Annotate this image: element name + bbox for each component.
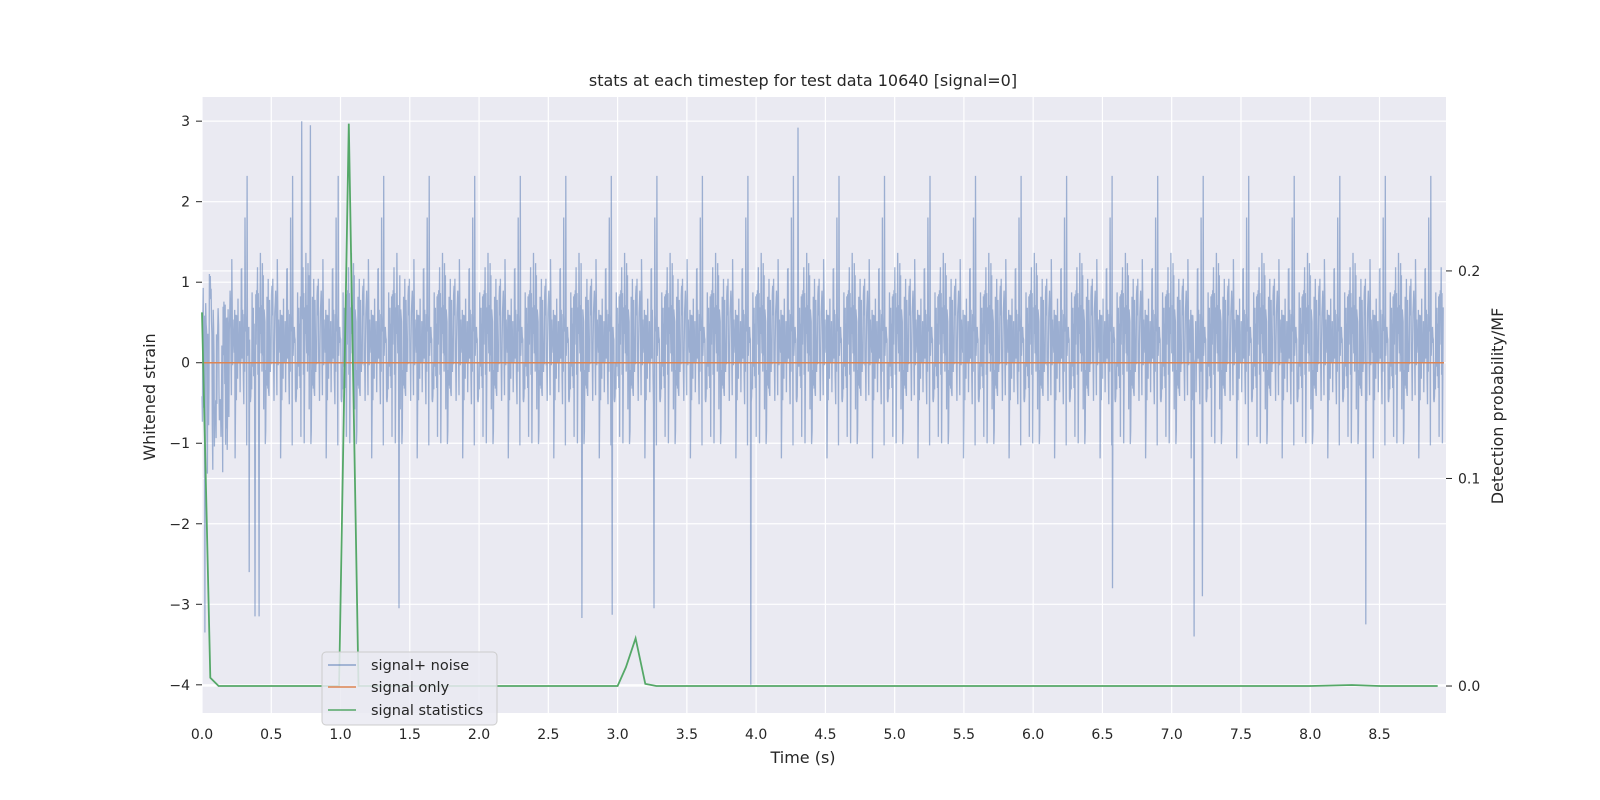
x-tick-label: 7.0 xyxy=(1161,727,1183,743)
y-axis-ticks: 3 2 1 0 −1 −2 −3 −4 xyxy=(169,114,202,694)
x-tick-label: 5.5 xyxy=(953,727,975,743)
y-tick-label: −2 xyxy=(169,517,190,533)
series-signal-statistics-line xyxy=(201,123,1438,687)
y2-tick-label: 0.0 xyxy=(1458,679,1480,695)
y-tick-label: −3 xyxy=(169,597,190,613)
legend-label-signal-only: signal only xyxy=(371,680,450,696)
x-tick-label: 8.5 xyxy=(1368,727,1390,743)
x-tick-label: 7.5 xyxy=(1230,727,1252,743)
y2-axis-label: Detection probability/MF xyxy=(1488,308,1507,505)
legend-label-signal-statistics: signal statistics xyxy=(371,703,483,719)
y-tick-label: 0 xyxy=(181,356,190,372)
x-axis-ticks: 0.0 0.5 1.0 1.5 2.0 2.5 3.0 3.5 4.0 4.5 5.0 5.5 6.0 6… xyxy=(191,727,1391,743)
x-tick-label: 2.0 xyxy=(468,727,490,743)
x-tick-label: 4.0 xyxy=(745,727,767,743)
y-axis-label: Whitened strain xyxy=(140,333,159,460)
x-axis-label: Time (s) xyxy=(769,748,835,767)
legend-box xyxy=(321,651,498,726)
x-tick-label: 6.0 xyxy=(1022,727,1044,743)
x-tick-label: 3.0 xyxy=(606,727,628,743)
x-tick-label: 8.0 xyxy=(1299,727,1321,743)
y-tick-label: 3 xyxy=(181,114,190,130)
series-signal-noise-line xyxy=(201,121,1444,685)
x-tick-label: 6.5 xyxy=(1091,727,1113,743)
x-tick-label: 1.0 xyxy=(329,727,351,743)
plot-area xyxy=(202,97,1446,713)
chart-title: stats at each timestep for test data 106… xyxy=(589,71,1017,90)
x-tick-label: 0.5 xyxy=(260,727,282,743)
x-tick-label: 5.0 xyxy=(884,727,906,743)
legend: signal+ noise signal only signal statist… xyxy=(321,651,498,726)
x-tick-label: 0.0 xyxy=(191,727,213,743)
y-tick-label: 2 xyxy=(181,195,190,211)
y2-axis-ticks: 0.2 0.1 0.0 xyxy=(1446,264,1480,695)
y-tick-label: 1 xyxy=(181,275,190,291)
y-tick-label: −4 xyxy=(169,678,190,694)
x-tick-label: 2.5 xyxy=(537,727,559,743)
y2-tick-label: 0.1 xyxy=(1458,471,1480,487)
x-tick-label: 1.5 xyxy=(399,727,421,743)
y2-tick-label: 0.2 xyxy=(1458,264,1480,280)
y-tick-label: −1 xyxy=(169,436,190,452)
legend-label-signal-noise: signal+ noise xyxy=(371,658,469,674)
x-tick-label: 4.5 xyxy=(814,727,836,743)
x-tick-label: 3.5 xyxy=(676,727,698,743)
